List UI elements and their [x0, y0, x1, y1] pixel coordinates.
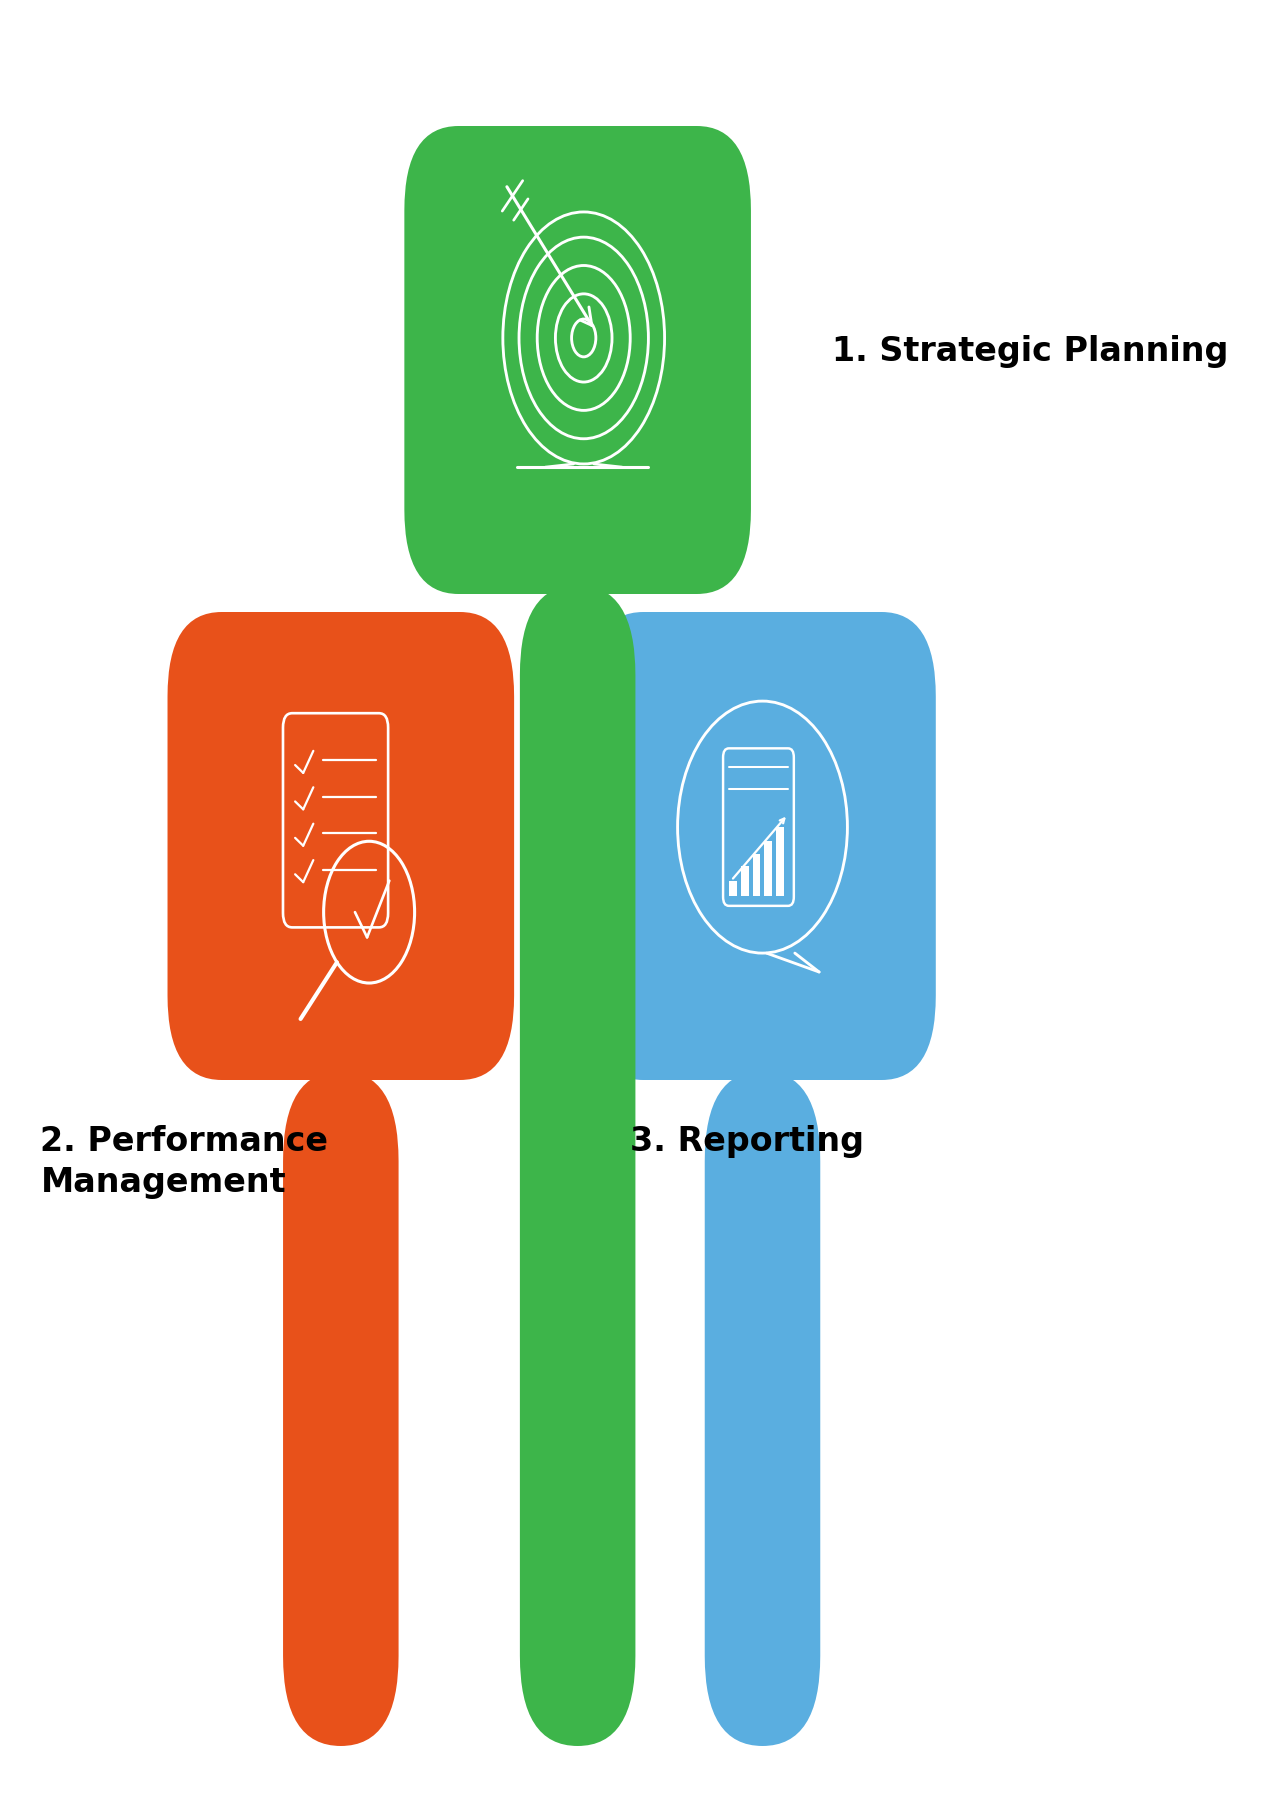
FancyBboxPatch shape	[705, 1071, 820, 1746]
Text: 2. Performance
Management: 2. Performance Management	[41, 1125, 329, 1199]
Bar	[741, 866, 748, 896]
Bar	[752, 853, 760, 896]
FancyBboxPatch shape	[589, 612, 936, 1080]
Text: 1. Strategic Planning: 1. Strategic Planning	[831, 335, 1228, 367]
FancyBboxPatch shape	[283, 1071, 399, 1746]
FancyBboxPatch shape	[520, 585, 635, 1746]
Text: 3. Reporting: 3. Reporting	[630, 1125, 863, 1157]
Bar	[729, 880, 737, 896]
Bar	[764, 841, 773, 896]
Bar	[776, 828, 784, 896]
FancyBboxPatch shape	[404, 126, 751, 594]
FancyBboxPatch shape	[167, 612, 514, 1080]
